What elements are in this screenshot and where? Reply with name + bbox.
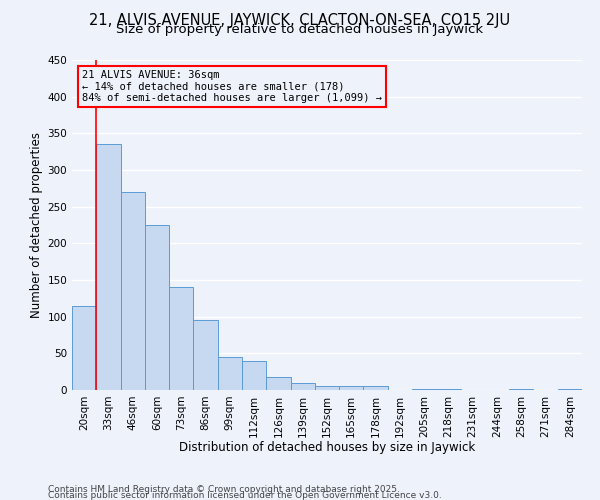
Bar — [193, 320, 218, 390]
Y-axis label: Number of detached properties: Number of detached properties — [30, 132, 43, 318]
X-axis label: Distribution of detached houses by size in Jaywick: Distribution of detached houses by size … — [179, 441, 475, 454]
Text: 21, ALVIS AVENUE, JAYWICK, CLACTON-ON-SEA, CO15 2JU: 21, ALVIS AVENUE, JAYWICK, CLACTON-ON-SE… — [89, 12, 511, 28]
Bar — [315, 386, 339, 390]
Bar — [72, 306, 96, 390]
Bar — [218, 357, 242, 390]
Bar — [145, 225, 169, 390]
Text: Contains public sector information licensed under the Open Government Licence v3: Contains public sector information licen… — [48, 490, 442, 500]
Bar — [290, 382, 315, 390]
Bar — [339, 386, 364, 390]
Text: 21 ALVIS AVENUE: 36sqm
← 14% of detached houses are smaller (178)
84% of semi-de: 21 ALVIS AVENUE: 36sqm ← 14% of detached… — [82, 70, 382, 103]
Bar — [242, 360, 266, 390]
Text: Size of property relative to detached houses in Jaywick: Size of property relative to detached ho… — [116, 22, 484, 36]
Bar — [169, 288, 193, 390]
Bar — [364, 386, 388, 390]
Bar — [96, 144, 121, 390]
Text: Contains HM Land Registry data © Crown copyright and database right 2025.: Contains HM Land Registry data © Crown c… — [48, 485, 400, 494]
Bar — [266, 377, 290, 390]
Bar — [121, 192, 145, 390]
